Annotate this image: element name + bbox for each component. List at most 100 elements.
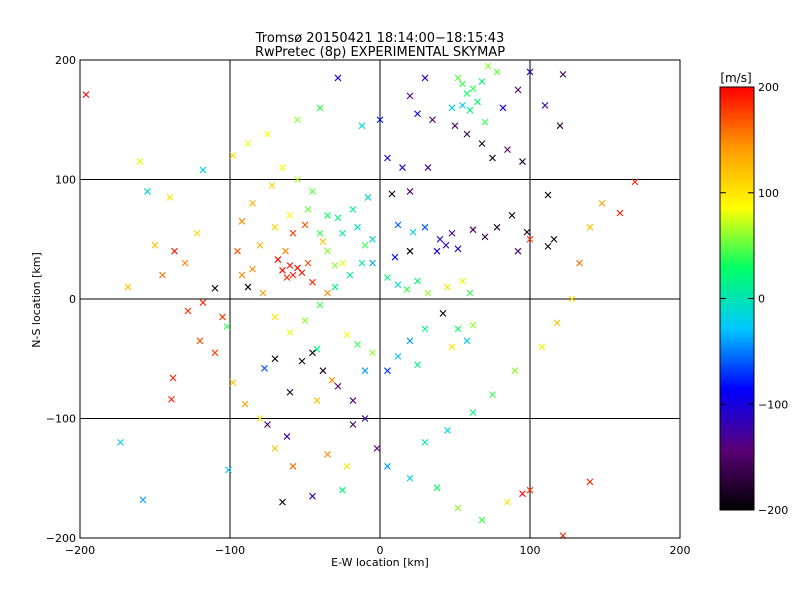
point-199 — [268, 182, 276, 189]
point-104 — [169, 374, 177, 382]
x-tick-label-4: 200 — [670, 544, 691, 557]
point-72 — [391, 253, 399, 261]
point-146 — [271, 444, 279, 452]
point-22 — [309, 278, 316, 286]
point-167 — [538, 343, 546, 351]
point-122 — [459, 102, 466, 109]
x-axis-label: E-W location [km] — [331, 556, 429, 569]
point-112 — [519, 158, 526, 165]
point-71 — [406, 247, 414, 255]
point-150 — [384, 462, 391, 470]
point-142 — [211, 349, 219, 357]
axis-ticks — [79, 59, 681, 539]
point-203 — [238, 271, 246, 279]
colorbar: [m/s] 200 100 0 −100 −200 — [719, 71, 788, 517]
point-143 — [229, 379, 237, 387]
point-73 — [361, 241, 369, 249]
point-107 — [451, 122, 459, 130]
point-136 — [136, 158, 144, 165]
point-102 — [211, 284, 219, 292]
point-21 — [304, 259, 312, 267]
point-2 — [139, 496, 147, 504]
point-68 — [544, 243, 552, 250]
point-51 — [406, 188, 414, 195]
point-129 — [556, 122, 564, 130]
x-tick-label-0: −200 — [65, 544, 95, 557]
colorbar-tick-label-3: −100 — [758, 398, 788, 411]
point-160 — [616, 209, 624, 217]
point-124 — [481, 118, 489, 126]
point-149 — [343, 462, 351, 470]
point-60 — [454, 245, 462, 253]
point-99 — [264, 421, 271, 428]
point-133 — [414, 110, 421, 118]
point-148 — [324, 450, 331, 458]
point-140 — [184, 307, 192, 315]
point-91 — [414, 361, 421, 369]
point-23 — [282, 247, 289, 255]
point-179 — [304, 205, 312, 213]
point-4 — [171, 247, 178, 255]
point-39 — [361, 415, 369, 422]
point-158 — [586, 478, 594, 486]
point-195 — [324, 211, 331, 219]
point-114 — [463, 90, 471, 97]
point-37 — [334, 382, 342, 390]
point-101 — [244, 283, 252, 291]
point-55 — [421, 223, 429, 231]
point-108 — [463, 130, 471, 138]
point-28 — [324, 289, 331, 297]
y-tick-label-3: 100 — [55, 174, 76, 187]
point-49 — [399, 164, 406, 171]
point-117 — [478, 78, 486, 85]
point-147 — [289, 462, 297, 470]
point-118 — [484, 62, 492, 70]
point-65 — [523, 228, 531, 236]
point-74 — [369, 259, 376, 267]
point-177 — [349, 205, 357, 213]
point-200 — [249, 200, 256, 207]
point-61 — [469, 226, 477, 234]
point-178 — [364, 194, 372, 201]
point-197 — [294, 176, 301, 183]
point-128 — [541, 102, 549, 109]
point-113 — [459, 80, 466, 88]
point-168 — [511, 367, 519, 375]
point-15 — [286, 262, 294, 269]
data-points — [82, 62, 639, 539]
point-89 — [406, 337, 414, 345]
point-170 — [469, 409, 477, 416]
point-172 — [421, 439, 429, 446]
point-50 — [424, 164, 432, 171]
point-26 — [319, 238, 327, 246]
y-axis-label: N-S location [km] — [30, 252, 43, 348]
point-169 — [489, 391, 496, 398]
point-86 — [448, 343, 456, 351]
point-138 — [159, 271, 166, 279]
point-6 — [199, 166, 207, 174]
point-190 — [346, 271, 354, 279]
point-159 — [519, 490, 526, 498]
point-59 — [433, 247, 441, 255]
point-56 — [436, 235, 444, 243]
point-125 — [499, 104, 507, 112]
point-69 — [526, 235, 534, 243]
point-63 — [493, 223, 501, 231]
point-64 — [508, 211, 516, 219]
point-130 — [559, 70, 567, 78]
point-84 — [454, 325, 462, 333]
colorbar-tick-label-4: −200 — [758, 504, 788, 517]
point-109 — [478, 140, 486, 148]
point-67 — [550, 235, 558, 243]
point-189 — [331, 283, 339, 291]
point-76 — [394, 281, 402, 289]
point-46 — [358, 122, 366, 130]
point-44 — [316, 104, 324, 112]
point-79 — [424, 289, 432, 297]
point-66 — [544, 191, 552, 199]
point-31 — [309, 349, 316, 357]
point-201 — [238, 217, 246, 225]
point-83 — [439, 309, 447, 317]
point-194 — [339, 229, 346, 237]
